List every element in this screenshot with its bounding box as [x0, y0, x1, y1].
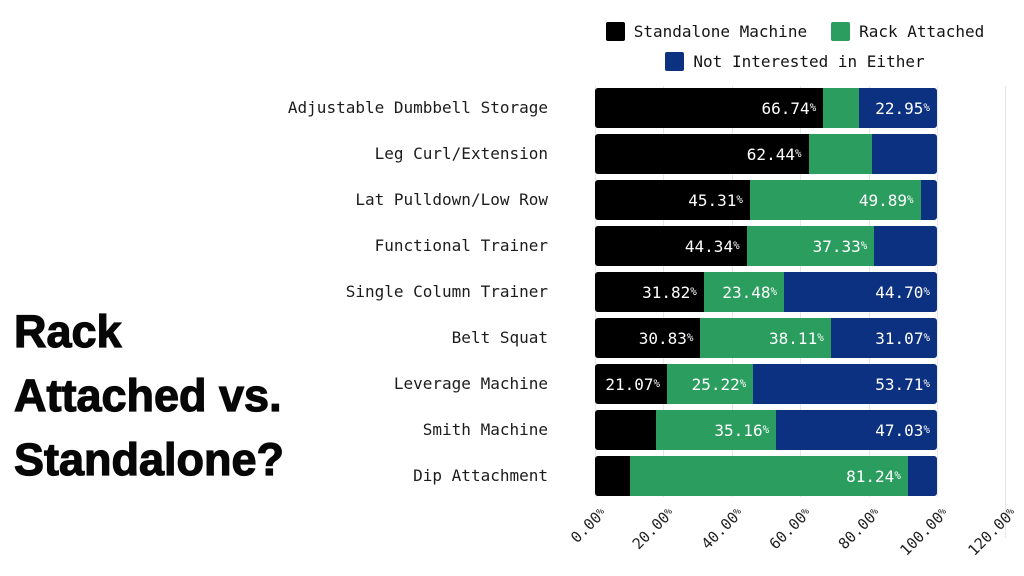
bar-segment: 31.82%	[595, 272, 704, 312]
gridline	[1005, 86, 1007, 538]
bar-segment	[907, 456, 937, 496]
page-title-line-3: Standalone?	[13, 433, 285, 485]
category-label: Smith Machine	[422, 420, 548, 439]
bar-row: Leg Curl/Extension 62.44%	[240, 134, 937, 174]
bar-row: Adjustable Dumbbell Storage 66.74% 22.95%	[240, 88, 937, 128]
legend-item-standalone-machine: Standalone Machine	[605, 22, 808, 41]
bar-segment: 38.11%	[700, 318, 831, 358]
bar-segment: 37.33%	[746, 226, 875, 266]
bar-value-label: 62.44%	[746, 144, 802, 164]
bar-segment: 22.95%	[858, 88, 937, 128]
stacked-bar: 81.24%	[595, 456, 937, 496]
bar-row: Dip Attachment 81.24%	[240, 456, 937, 496]
bar-value-label: 21.07%	[605, 374, 661, 394]
chart-legend: Standalone Machine Rack Attached Not Int…	[575, 22, 1015, 71]
bar-segment	[595, 410, 656, 450]
bar-segment	[874, 226, 937, 266]
gridline	[937, 86, 938, 497]
bar-value-label: 30.83%	[638, 328, 694, 348]
bar-value-label: 38.11%	[769, 328, 824, 348]
category-label: Lat Pulldown/Low Row	[355, 190, 548, 209]
bar-segment	[871, 134, 937, 174]
stacked-bar: 31.82% 23.48% 44.70%	[595, 272, 937, 312]
bar-value-label: 23.48%	[722, 282, 778, 302]
bar-segment	[920, 180, 937, 220]
bar-row: Belt Squat 30.83% 38.11% 31.07%	[240, 318, 937, 358]
page-title: Rack Attached vs. Standalone?	[13, 300, 374, 492]
bar-value-label: 35.16%	[714, 420, 770, 440]
bar-value-label: 25.22%	[691, 374, 747, 394]
stacked-bar: 45.31% 49.89%	[595, 180, 937, 220]
bar-value-label: 66.74%	[761, 98, 817, 118]
bar-value-label: 22.95%	[875, 98, 930, 118]
bar-value-label: 53.71%	[875, 374, 930, 394]
bar-segment: 21.07%	[595, 364, 668, 404]
bar-segment: 53.71%	[753, 364, 937, 404]
category-label: Belt Squat	[451, 328, 548, 347]
bar-value-label: 31.07%	[875, 328, 931, 348]
bar-value-label: 45.31%	[688, 190, 743, 210]
stacked-bar: 66.74% 22.95%	[595, 88, 937, 128]
bar-segment: 31.07%	[830, 318, 937, 358]
legend-label: Not Interested in Either	[693, 52, 925, 71]
bar-row: Leverage Machine 21.07% 25.22% 53.71%	[240, 364, 937, 404]
bar-row: Lat Pulldown/Low Row 45.31% 49.89%	[240, 180, 937, 220]
bar-row: Smith Machine 35.16% 47.03%	[240, 410, 937, 450]
legend-swatch-standalone-icon	[605, 22, 625, 41]
bar-segment: 49.89%	[749, 180, 921, 220]
legend-item-rack-attached: Rack Attached	[831, 22, 984, 41]
stacked-bar: 62.44%	[595, 134, 937, 174]
bar-segment: 62.44%	[595, 134, 809, 174]
page-title-line-2: Attached vs.	[13, 369, 282, 421]
bar-value-label: 37.33%	[812, 236, 868, 256]
legend-item-not-interested: Not Interested in Either	[665, 52, 925, 71]
bar-segment: 30.83%	[595, 318, 701, 358]
bar-segment: 23.48%	[703, 272, 785, 312]
bar-segment: 25.22%	[667, 364, 754, 404]
legend-row: Standalone Machine Rack Attached	[605, 22, 984, 41]
bar-value-label: 44.34%	[684, 236, 740, 256]
bar-value-label: 81.24%	[846, 466, 901, 486]
bar-value-label: 47.03%	[875, 420, 930, 440]
bar-segment	[823, 88, 859, 128]
legend-swatch-not-interested-icon	[665, 52, 685, 71]
bar-row: Single Column Trainer 31.82% 23.48% 44.70%	[240, 272, 937, 312]
category-label: Single Column Trainer	[345, 282, 548, 301]
stacked-bar: 44.34% 37.33%	[595, 226, 937, 266]
category-label: Dip Attachment	[413, 466, 548, 485]
page-title-line-1: Rack	[13, 305, 122, 357]
bar-value-label: 49.89%	[858, 190, 914, 210]
legend-swatch-rack-attached-icon	[831, 22, 851, 41]
legend-row: Not Interested in Either	[665, 52, 925, 71]
legend-label: Rack Attached	[859, 22, 985, 41]
bar-segment	[595, 456, 631, 496]
bar-segment: 44.70%	[784, 272, 937, 312]
bar-segment: 81.24%	[630, 456, 908, 496]
category-label: Leverage Machine	[393, 374, 548, 393]
bar-segment: 45.31%	[595, 180, 750, 220]
bar-segment: 35.16%	[655, 410, 777, 450]
stacked-bar: 35.16% 47.03%	[595, 410, 937, 450]
category-label: Leg Curl/Extension	[374, 144, 548, 163]
stacked-bar: 21.07% 25.22% 53.71%	[595, 364, 937, 404]
bar-segment	[808, 134, 872, 174]
bar-value-label: 31.82%	[642, 282, 697, 302]
category-label: Adjustable Dumbbell Storage	[287, 98, 548, 117]
bar-segment: 47.03%	[776, 410, 937, 450]
bar-row: Functional Trainer 44.34% 37.33%	[240, 226, 937, 266]
bar-value-label: 44.70%	[875, 282, 930, 302]
legend-label: Standalone Machine	[633, 22, 808, 41]
x-tick-label: 0.00%	[567, 506, 607, 547]
stacked-bar: 30.83% 38.11% 31.07%	[595, 318, 937, 358]
bar-segment: 44.34%	[595, 226, 747, 266]
bar-segment: 66.74%	[595, 88, 824, 128]
category-label: Functional Trainer	[374, 236, 548, 255]
